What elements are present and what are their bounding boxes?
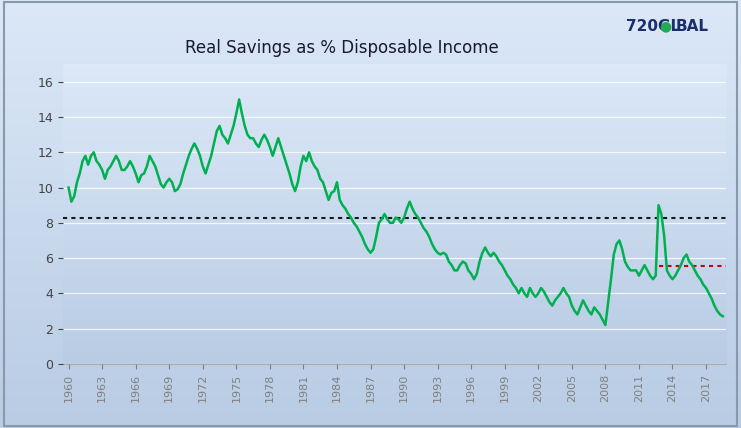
Text: 720GL: 720GL bbox=[626, 19, 680, 34]
Text: ●: ● bbox=[659, 19, 671, 33]
Title: Real Savings as % Disposable Income: Real Savings as % Disposable Income bbox=[185, 39, 499, 57]
Text: BAL: BAL bbox=[676, 19, 709, 34]
